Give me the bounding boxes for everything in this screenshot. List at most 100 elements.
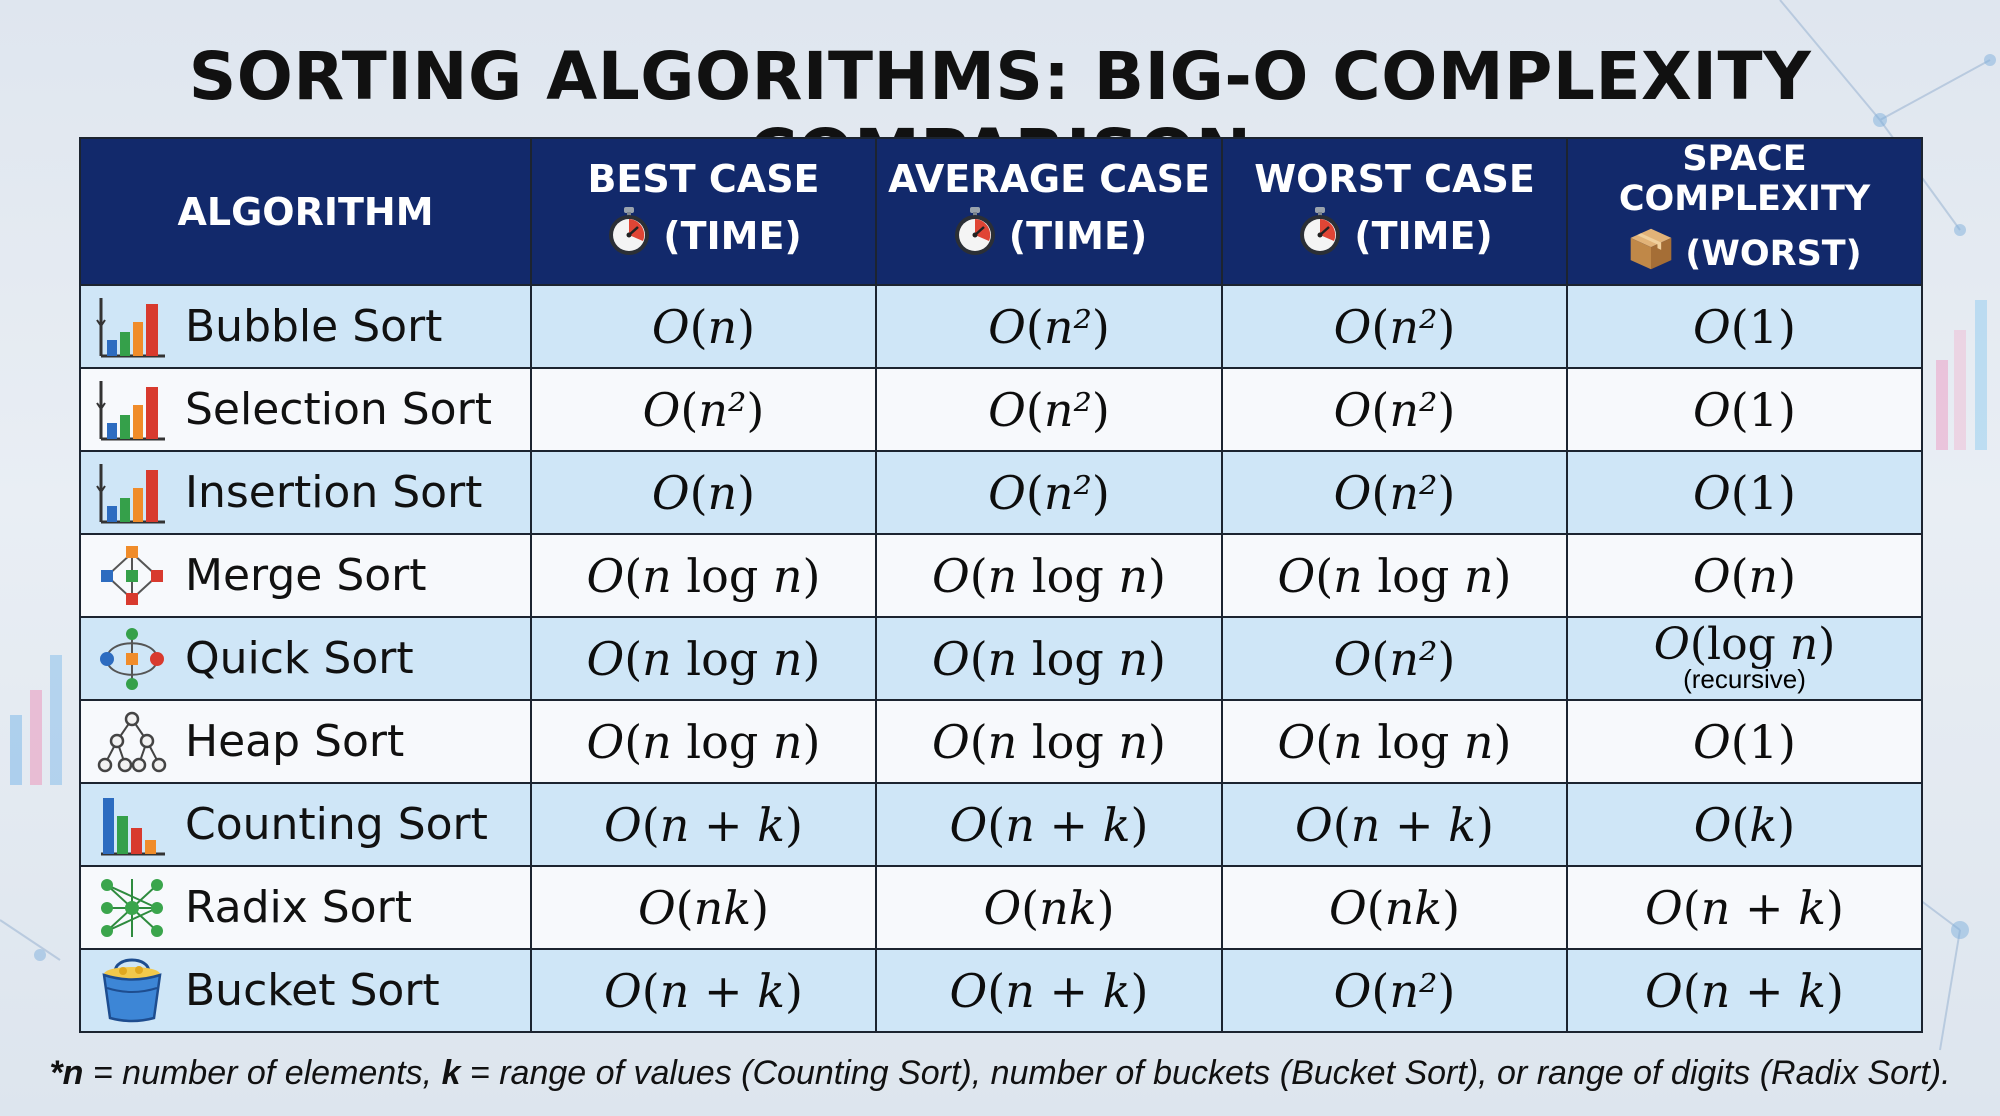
algorithm-cell: Radix Sort — [79, 865, 532, 950]
space-complexity-cell: O(n) — [1566, 533, 1923, 618]
column-header-title: BEST CASE — [587, 157, 820, 201]
table-header-row: ALGORITHM BEST CASE (TIME) AVERAGE CASE (TIM… — [79, 137, 1923, 286]
column-header-title: WORST CASE — [1254, 157, 1535, 201]
algorithm-cell: Heap Sort — [79, 699, 532, 784]
best-complexity-cell: O(n²) — [530, 367, 877, 452]
average-complexity-cell: O(n²) — [875, 284, 1223, 369]
best-complexity-value: O(nk) — [637, 880, 770, 935]
column-header-space: SPACE COMPLEXITY (WORST) — [1566, 137, 1923, 286]
space-complexity-cell: O(1) — [1566, 284, 1923, 369]
algorithm-cell: Quick Sort — [79, 616, 532, 701]
column-header-algorithm: ALGORITHM — [79, 137, 532, 286]
space-complexity-value: O(1) — [1693, 465, 1796, 520]
worst-complexity-cell: O(n log n) — [1221, 699, 1568, 784]
space-complexity-cell: O(n + k) — [1566, 865, 1923, 950]
bar-chart-icon — [95, 294, 169, 360]
worst-complexity-cell: O(n²) — [1221, 367, 1568, 452]
average-complexity-value: O(n log n) — [932, 631, 1166, 686]
partition-icon — [95, 626, 169, 692]
average-complexity-value: O(n + k) — [949, 963, 1149, 1018]
table-row: Radix Sort O(nk) O(nk) O(nk) O(n + k) — [79, 865, 1923, 950]
average-complexity-value: O(nk) — [983, 880, 1115, 935]
column-header-subtitle: (TIME) — [1008, 213, 1148, 258]
box-icon — [1627, 223, 1675, 284]
algorithm-name: Radix Sort — [185, 882, 412, 933]
column-header-title: AVERAGE CASE — [888, 157, 1210, 201]
algorithm-name: Selection Sort — [185, 384, 492, 435]
table-row: Bubble Sort O(n) O(n²) O(n²) O(1) — [79, 284, 1923, 369]
table-row: Insertion Sort O(n) O(n²) O(n²) O(1) — [79, 450, 1923, 535]
table-row: Quick Sort O(n log n) O(n log n) O(n²) O(log… — [79, 616, 1923, 701]
bar-chart-icon — [95, 377, 169, 443]
best-complexity-cell: O(n log n) — [530, 616, 877, 701]
algorithm-name: Counting Sort — [185, 799, 488, 850]
worst-complexity-cell: O(n²) — [1221, 284, 1568, 369]
algorithm-cell: Bubble Sort — [79, 284, 532, 369]
algorithm-cell: Selection Sort — [79, 367, 532, 452]
footnote-text: = range of values (Counting Sort), numbe… — [460, 1054, 1951, 1092]
worst-complexity-value: O(nk) — [1328, 880, 1461, 935]
worst-complexity-value: O(n log n) — [1277, 548, 1512, 603]
average-complexity-cell: O(n log n) — [875, 533, 1223, 618]
footnote-text: = number of elements, — [83, 1054, 442, 1092]
algorithm-name: Quick Sort — [185, 633, 414, 684]
best-complexity-value: O(n log n) — [586, 631, 821, 686]
average-complexity-value: O(n²) — [988, 299, 1110, 354]
worst-complexity-cell: O(n²) — [1221, 616, 1568, 701]
heap-tree-icon — [95, 709, 169, 775]
best-complexity-cell: O(n log n) — [530, 533, 877, 618]
best-complexity-cell: O(n log n) — [530, 699, 877, 784]
worst-complexity-value: O(n²) — [1333, 631, 1456, 686]
footnote-variable: k — [441, 1054, 461, 1092]
best-complexity-value: O(n) — [651, 299, 756, 354]
average-complexity-cell: O(n²) — [875, 367, 1223, 452]
column-header-subtitle: (TIME) — [663, 213, 802, 258]
algorithm-name: Merge Sort — [185, 550, 427, 601]
best-complexity-cell: O(nk) — [530, 865, 877, 950]
stopwatch-icon — [951, 205, 999, 266]
best-complexity-value: O(n²) — [642, 382, 765, 437]
worst-complexity-cell: O(n + k) — [1221, 782, 1568, 867]
stopwatch-icon — [605, 205, 653, 266]
best-complexity-value: O(n log n) — [586, 714, 821, 769]
best-complexity-value: O(n log n) — [586, 548, 821, 603]
space-complexity-cell: O(1) — [1566, 450, 1923, 535]
space-complexity-value: O(1) — [1693, 299, 1796, 354]
average-complexity-value: O(n log n) — [932, 714, 1166, 769]
average-complexity-cell: O(n + k) — [875, 948, 1223, 1033]
average-complexity-cell: O(n log n) — [875, 616, 1223, 701]
column-header-subtitle: (WORST) — [1685, 233, 1862, 274]
worst-complexity-value: O(n²) — [1333, 382, 1456, 437]
average-complexity-value: O(n + k) — [949, 797, 1149, 852]
best-complexity-cell: O(n + k) — [530, 782, 877, 867]
table-row: Heap Sort O(n log n) O(n log n) O(n log n) O… — [79, 699, 1923, 784]
worst-complexity-value: O(n²) — [1333, 963, 1456, 1018]
column-header-title: ALGORITHM — [177, 189, 434, 234]
space-complexity-value: O(1) — [1693, 714, 1796, 769]
best-complexity-cell: O(n) — [530, 450, 877, 535]
radix-network-icon — [95, 875, 169, 941]
best-complexity-cell: O(n) — [530, 284, 877, 369]
bucket-icon — [95, 958, 169, 1024]
worst-complexity-cell: O(n²) — [1221, 450, 1568, 535]
stopwatch-icon — [1296, 205, 1344, 266]
column-header-average: AVERAGE CASE (TIME) — [875, 137, 1223, 286]
worst-complexity-cell: O(nk) — [1221, 865, 1568, 950]
column-header-subtitle: (TIME) — [1354, 213, 1493, 258]
worst-complexity-value: O(n²) — [1333, 299, 1456, 354]
algorithm-cell: Merge Sort — [79, 533, 532, 618]
space-complexity-note: (recursive) — [1683, 664, 1806, 694]
space-complexity-value: O(n + k) — [1645, 963, 1844, 1018]
bar-chart-icon — [95, 460, 169, 526]
worst-complexity-cell: O(n log n) — [1221, 533, 1568, 618]
best-complexity-value: O(n + k) — [604, 797, 803, 852]
space-complexity-cell: O(n + k) — [1566, 948, 1923, 1033]
table-row: Bucket Sort O(n + k) O(n + k) O(n²) O(n + k) — [79, 948, 1923, 1033]
average-complexity-cell: O(nk) — [875, 865, 1223, 950]
worst-complexity-value: O(n²) — [1333, 465, 1456, 520]
table-row: Merge Sort O(n log n) O(n log n) O(n log n)… — [79, 533, 1923, 618]
worst-complexity-value: O(n + k) — [1295, 797, 1494, 852]
algorithm-name: Bubble Sort — [185, 301, 443, 352]
table-row: Counting Sort O(n + k) O(n + k) O(n + k) O(k… — [79, 782, 1923, 867]
